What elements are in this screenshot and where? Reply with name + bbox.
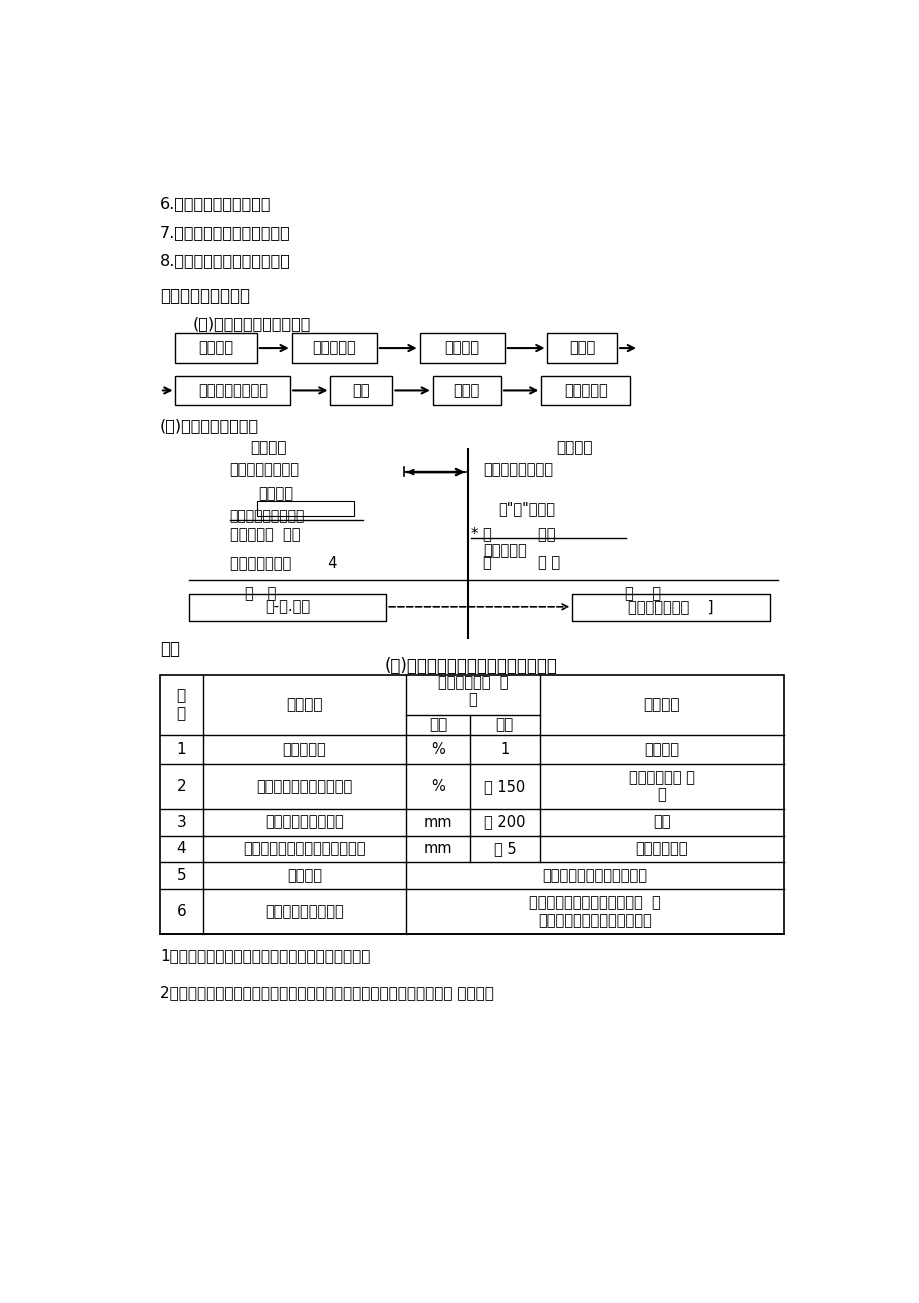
Bar	[256, 500, 353, 516]
Text: 冲孔、井孔设定点管: 冲孔、井孔设定点管	[230, 509, 305, 523]
Text: 序
号: 序 号	[176, 688, 186, 721]
Bar	[540, 375, 630, 405]
Text: 1、井孔垂直度、深度应符合要求，孔径宜上下一致: 1、井孔垂直度、深度应符合要求，孔径宜上下一致	[160, 947, 370, 963]
Text: 观察附近地面及有关建筑沉降  情
况、现场降水效果、安全情况: 观察附近地面及有关建筑沉降 情 况、现场降水效果、安全情况	[528, 895, 660, 928]
Text: 8.《建筑施工安全检查标准》: 8.《建筑施工安全检查标准》	[160, 253, 290, 268]
Text: 井管垂直度: 井管垂直度	[282, 741, 326, 757]
Text: 3: 3	[176, 814, 186, 830]
Text: 允许值或允许  偏
差: 允许值或允许 偏 差	[437, 675, 508, 708]
Text: 过滤砂碍料填灌（与设计相比）: 过滤砂碍料填灌（与设计相比）	[243, 842, 366, 856]
Text: mm: mm	[424, 814, 452, 830]
Text: (二)深井降水监理流程: (二)深井降水监理流程	[160, 418, 259, 433]
Text: ＜ 5: ＜ 5	[493, 842, 516, 856]
Text: 三、监理工作的流程: 三、监理工作的流程	[160, 287, 250, 305]
Bar	[291, 334, 377, 362]
Text: 量    测: 量 测	[624, 586, 660, 601]
Text: 安装深井降水装置: 安装深井降水装置	[198, 383, 267, 397]
Text: 2: 2	[176, 779, 186, 794]
Text: (一)深井降水施工质量监理控制目标値: (一)深井降水施工质量监理控制目标値	[385, 657, 557, 675]
Bar	[330, 375, 392, 405]
Text: 吸线目测: 吸线目测	[643, 741, 678, 757]
Bar	[160, 675, 783, 934]
Text: * 检          、量: * 检 、量	[471, 526, 555, 541]
Text: 填滤料: 填滤料	[569, 340, 595, 356]
Text: 测绳: 测绳	[652, 814, 670, 830]
Text: 吸放井管: 吸放井管	[444, 340, 479, 356]
Text: 使用卷尺或全 站
仪: 使用卷尺或全 站 仪	[629, 770, 694, 803]
Text: 井深（与设计相比）: 井深（与设计相比）	[265, 814, 344, 830]
Text: 总管、安装水泵        4: 总管、安装水泵 4	[230, 555, 337, 571]
Text: 检查、检测: 检查、检测	[482, 543, 527, 558]
Text: 根据留置小样: 根据留置小样	[635, 842, 687, 856]
Text: 定期检查、量测    ]: 定期检查、量测 ]	[628, 599, 713, 614]
Text: 四、: 四、	[160, 640, 180, 658]
Bar	[176, 334, 256, 362]
Text: 7.《建筑基坑支护技术规程》: 7.《建筑基坑支护技术规程》	[160, 225, 290, 240]
Text: 施工单位: 施工单位	[250, 439, 287, 455]
Text: 6.《基坑工程技术规程》: 6.《基坑工程技术规程》	[160, 197, 271, 211]
Text: 水质过滤: 水质过滤	[287, 868, 322, 883]
Text: 调试: 调试	[352, 383, 369, 397]
Text: 现"场"检、量: 现"场"检、量	[498, 502, 555, 516]
Text: 1: 1	[500, 741, 509, 757]
Text: 单位: 单位	[428, 717, 447, 732]
Text: 6: 6	[176, 904, 186, 919]
Bar	[419, 334, 505, 362]
Text: 预降水: 预降水	[453, 383, 480, 397]
Text: 检查项目: 检查项目	[286, 697, 323, 713]
Text: 4: 4	[176, 842, 186, 856]
Text: 5: 5	[176, 868, 186, 883]
Text: 占          检 查: 占 检 查	[482, 555, 560, 571]
Text: 2、灸填滤料前应把孔内泥浆适当稀释，井管应居中，灸填高度应符合要 求，灸填: 2、灸填滤料前应把孔内泥浆适当稀释，井管应居中，灸填高度应符合要 求，灸填	[160, 985, 494, 999]
Bar	[547, 334, 617, 362]
Text: 检查方法: 检查方法	[642, 697, 679, 713]
Text: 井孔施工: 井孔施工	[258, 486, 293, 500]
Text: 1: 1	[176, 741, 186, 757]
Text: 灌填砂滤料  连接: 灌填砂滤料 连接	[230, 528, 300, 542]
Text: mm: mm	[424, 842, 452, 856]
Bar	[176, 375, 289, 405]
Text: 正-式.降水: 正-式.降水	[265, 599, 310, 614]
Text: 过程中降水: 过程中降水	[563, 383, 607, 397]
Text: 井管间距（与设计相比）: 井管间距（与设计相比）	[256, 779, 352, 794]
Text: 审核施工施工方案: 审核施工施工方案	[482, 463, 552, 477]
Text: %: %	[431, 741, 445, 757]
Text: 数值: 数值	[495, 717, 514, 732]
Text: 编写降水施工方案: 编写降水施工方案	[230, 463, 300, 477]
Text: 试   抽: 试 抽	[245, 586, 277, 601]
Text: 监理单位: 监理单位	[556, 439, 593, 455]
Bar	[572, 594, 769, 620]
Text: 降水过程监督、检查: 降水过程监督、检查	[265, 904, 344, 919]
Text: 符合监管部门有关水质要求: 符合监管部门有关水质要求	[542, 868, 647, 883]
Text: ＜ 150: ＜ 150	[483, 779, 525, 794]
Bar	[432, 375, 501, 405]
Text: 井点定位: 井点定位	[199, 340, 233, 356]
Text: 钒孔、清孔: 钒孔、清孔	[312, 340, 356, 356]
Text: (一)深井降水施工工艺流程: (一)深井降水施工工艺流程	[192, 315, 311, 331]
Text: %: %	[431, 779, 445, 794]
Bar	[188, 594, 386, 620]
Text: ＜ 200: ＜ 200	[483, 814, 525, 830]
